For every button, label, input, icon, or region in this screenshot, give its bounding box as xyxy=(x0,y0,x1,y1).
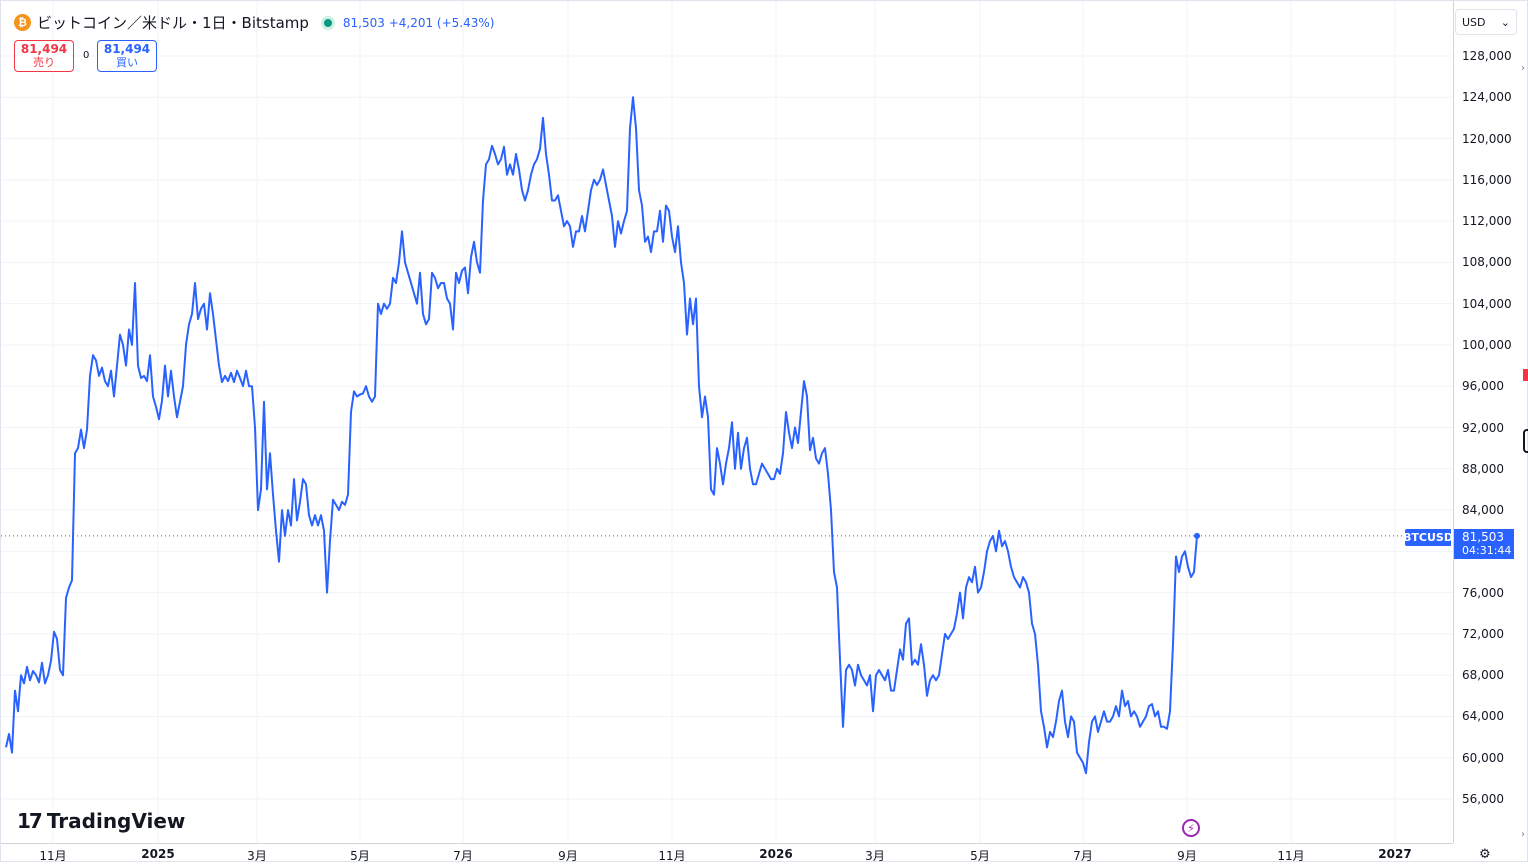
price-line-series xyxy=(5,96,1198,775)
time-tick-label: 5月 xyxy=(970,849,990,863)
price-tick-label: 92,000 xyxy=(1462,420,1504,435)
tradingview-logo[interactable]: 17 TradingView xyxy=(17,809,185,833)
price-tick-label: 108,000 xyxy=(1462,255,1512,270)
tradingview-logo-icon: 17 xyxy=(17,809,43,833)
buy-button[interactable]: 81,494 買い xyxy=(97,40,157,72)
flash-event-icon[interactable]: ⚡ xyxy=(1182,819,1200,837)
time-tick-label: 11月 xyxy=(1277,849,1305,863)
price-tick-label: 96,000 xyxy=(1462,379,1504,394)
market-open-status-icon xyxy=(320,15,335,30)
currency-select[interactable]: USD ⌄ xyxy=(1455,9,1517,35)
time-tick-label: 7月 xyxy=(453,849,473,863)
edge-alert-marker xyxy=(1523,369,1528,381)
time-tick-label: 3月 xyxy=(247,849,267,863)
time-tick-label: 2025 xyxy=(141,847,175,861)
price-tick-label: 112,000 xyxy=(1462,214,1512,229)
last-price-value: 81,503 xyxy=(1462,530,1504,544)
chevron-right-icon[interactable]: › xyxy=(1521,63,1525,74)
price-change: 81,503 +4,201 (+5.43%) xyxy=(342,15,495,30)
price-tick-label: 88,000 xyxy=(1462,461,1504,476)
time-tick-label: 5月 xyxy=(350,849,370,863)
time-tick-label: 2026 xyxy=(759,847,793,861)
time-tick-label: 2027 xyxy=(1378,847,1412,861)
time-tick-label: 7月 xyxy=(1073,849,1093,863)
symbol-price-tag: BTCUSD xyxy=(1403,529,1453,546)
plot-area[interactable] xyxy=(1,1,1453,843)
sell-button[interactable]: 81,494 売り xyxy=(14,40,74,72)
time-axis[interactable] xyxy=(1,843,1453,863)
grid-vertical xyxy=(52,1,1396,843)
symbol-title[interactable]: ビットコイン／米ドル・1日・Bitstamp xyxy=(37,14,309,32)
edge-panel-handle[interactable] xyxy=(1523,429,1528,453)
grid-horizontal xyxy=(1,55,1453,800)
chevron-down-icon: ⌄ xyxy=(1500,15,1510,29)
price-tick-label: 84,000 xyxy=(1462,503,1504,518)
price-tick-label: 124,000 xyxy=(1462,90,1512,105)
tradingview-logo-text: TradingView xyxy=(46,809,186,833)
bar-countdown: 04:31:44 xyxy=(1462,544,1512,557)
buy-price: 81,494 xyxy=(103,42,151,56)
time-tick-label: 3月 xyxy=(865,849,885,863)
price-tick-label: 76,000 xyxy=(1462,585,1504,600)
price-tick-label: 104,000 xyxy=(1462,296,1512,311)
buy-label: 買い xyxy=(116,56,138,69)
price-axis[interactable] xyxy=(1453,1,1521,843)
chevron-right-icon[interactable]: › xyxy=(1521,829,1525,840)
price-tick-label: 72,000 xyxy=(1462,626,1504,641)
price-tick-label: 120,000 xyxy=(1462,131,1512,146)
time-tick-label: 9月 xyxy=(558,849,578,863)
symbol-header[interactable]: ₿ ビットコイン／米ドル・1日・Bitstamp 81,503 +4,201 (… xyxy=(14,12,494,33)
price-tick-label: 56,000 xyxy=(1462,792,1504,806)
price-tick-label: 100,000 xyxy=(1462,337,1512,352)
settings-gear-icon[interactable]: ⚙ xyxy=(1479,847,1491,862)
last-price-tag: 81,503 04:31:44 xyxy=(1454,529,1514,559)
time-tick-label: 11月 xyxy=(658,849,686,863)
spread-value: 0 xyxy=(83,50,90,61)
bitcoin-icon: ₿ xyxy=(14,14,31,31)
price-tick-label: 68,000 xyxy=(1462,668,1504,683)
currency-label: USD xyxy=(1462,15,1486,29)
time-tick-label: 11月 xyxy=(39,849,67,863)
price-tick-label: 128,000 xyxy=(1462,49,1512,63)
last-point-marker xyxy=(1194,532,1200,539)
price-tick-label: 60,000 xyxy=(1462,750,1504,765)
sell-label: 売り xyxy=(33,56,55,69)
time-tick-label: 9月 xyxy=(1177,849,1197,863)
sell-price: 81,494 xyxy=(20,42,68,56)
price-tick-label: 64,000 xyxy=(1462,709,1504,724)
price-tick-label: 116,000 xyxy=(1462,172,1512,187)
